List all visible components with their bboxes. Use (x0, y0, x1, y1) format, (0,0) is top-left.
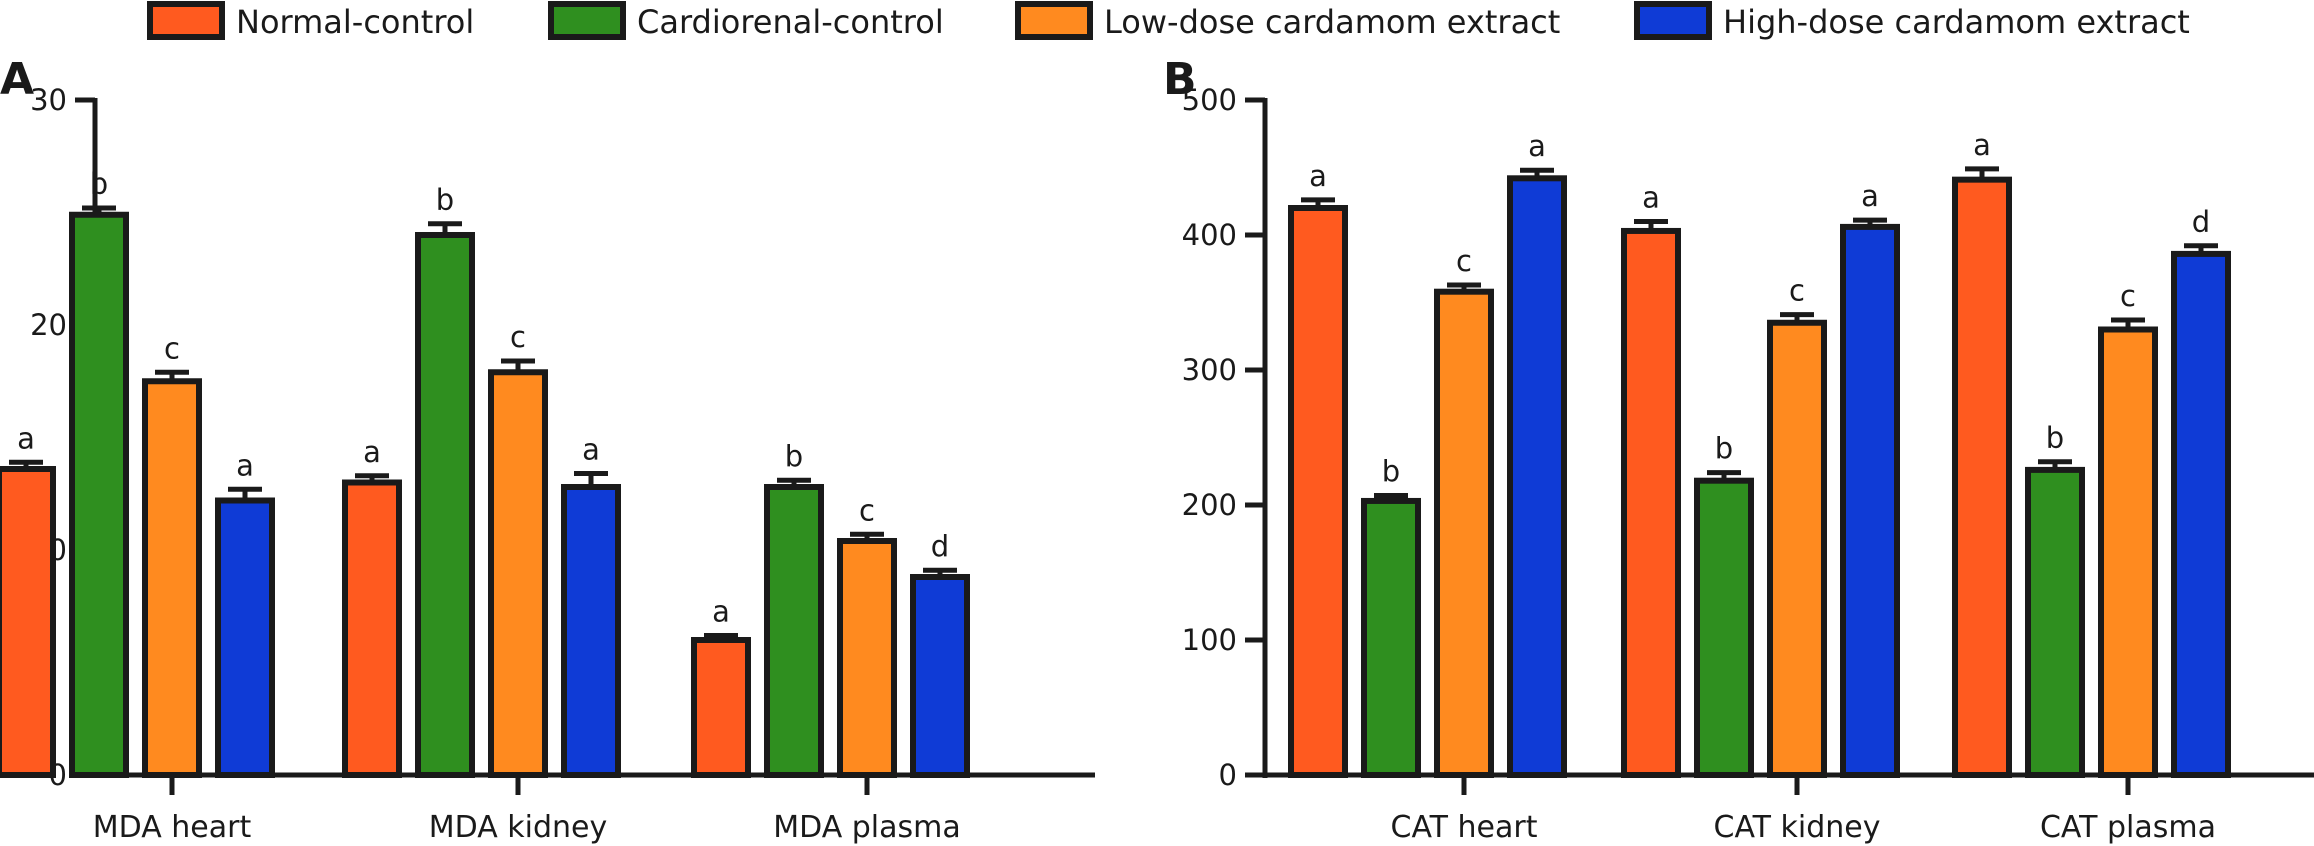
significance-label: a (1528, 129, 1546, 163)
bar (2171, 250, 2231, 778)
significance-label: a (1642, 181, 1660, 215)
significance-label: c (1789, 274, 1805, 308)
bar (142, 378, 202, 778)
x-tick-label: MDA heart (93, 810, 252, 845)
legend-swatch (147, 1, 225, 40)
legend-label: High-dose cardamom extract (1723, 3, 2190, 41)
panel-label: A (0, 54, 34, 105)
x-tick-label: CAT plasma (2040, 810, 2216, 845)
bar (1952, 176, 2012, 778)
bar (215, 497, 275, 778)
legend-label: Cardiorenal-control (637, 3, 944, 41)
significance-label: b (1715, 432, 1733, 466)
significance-label: c (2120, 279, 2136, 313)
significance-label: a (1309, 159, 1327, 193)
significance-label: c (1456, 244, 1472, 278)
significance-label: b (1382, 455, 1400, 489)
x-tick-label: CAT heart (1391, 810, 1538, 845)
significance-label: a (1861, 179, 1879, 213)
legend-label: Low-dose cardamom extract (1104, 3, 1560, 41)
bar (1840, 223, 1900, 778)
significance-label: c (510, 320, 526, 354)
significance-label: c (859, 493, 875, 527)
bar (342, 479, 402, 778)
y-tick-label: 30 (30, 83, 67, 117)
significance-label: b (90, 167, 108, 201)
bar (1288, 205, 1348, 778)
bar (561, 484, 621, 778)
bar (837, 538, 897, 778)
bar (764, 484, 824, 778)
y-tick-label: 200 (1182, 488, 1237, 522)
bar (1694, 477, 1754, 778)
y-tick-label: 20 (30, 308, 67, 342)
significance-label: a (17, 421, 35, 455)
x-tick-label: MDA plasma (773, 810, 961, 845)
y-tick-label: 0 (1219, 758, 1237, 792)
bar (0, 466, 56, 778)
significance-label: a (582, 433, 600, 467)
significance-label: b (785, 439, 803, 473)
legend: Normal-control Cardiorenal-control Low-dos… (147, 1, 2190, 41)
significance-label: a (363, 435, 381, 469)
significance-label: d (2192, 205, 2210, 239)
x-tick-label: MDA kidney (429, 810, 608, 845)
y-tick-label: 100 (1182, 623, 1237, 657)
x-tick-label: CAT kidney (1714, 810, 1881, 845)
bar (2098, 326, 2158, 778)
bar (415, 232, 475, 778)
panel-b-chart: B 0 100 200 300 400 500 CAT heart a b c a CAT kidney… (1163, 54, 2314, 845)
legend-swatch (548, 1, 626, 40)
y-tick-label: 300 (1182, 353, 1237, 387)
bar (910, 574, 970, 778)
bar (1621, 227, 1681, 778)
y-tick-label: 500 (1182, 83, 1237, 117)
significance-label: c (164, 331, 180, 365)
bar (488, 369, 548, 778)
panel-label: B (1163, 54, 1197, 105)
significance-label: b (436, 183, 454, 217)
legend-label: Normal-control (236, 3, 474, 41)
bar (2025, 466, 2085, 778)
y-tick-label: 400 (1182, 218, 1237, 252)
bar (1767, 319, 1827, 778)
bar (1361, 497, 1421, 778)
significance-label: d (931, 529, 949, 563)
bar (69, 211, 129, 778)
bar (1434, 288, 1494, 778)
significance-label: a (236, 448, 254, 482)
legend-swatch (1634, 1, 1712, 40)
significance-label: a (1973, 128, 1991, 162)
bar (691, 637, 751, 778)
legend-swatch (1015, 1, 1093, 40)
bar (1507, 175, 1567, 779)
significance-label: a (712, 595, 730, 629)
significance-label: b (2046, 421, 2064, 455)
